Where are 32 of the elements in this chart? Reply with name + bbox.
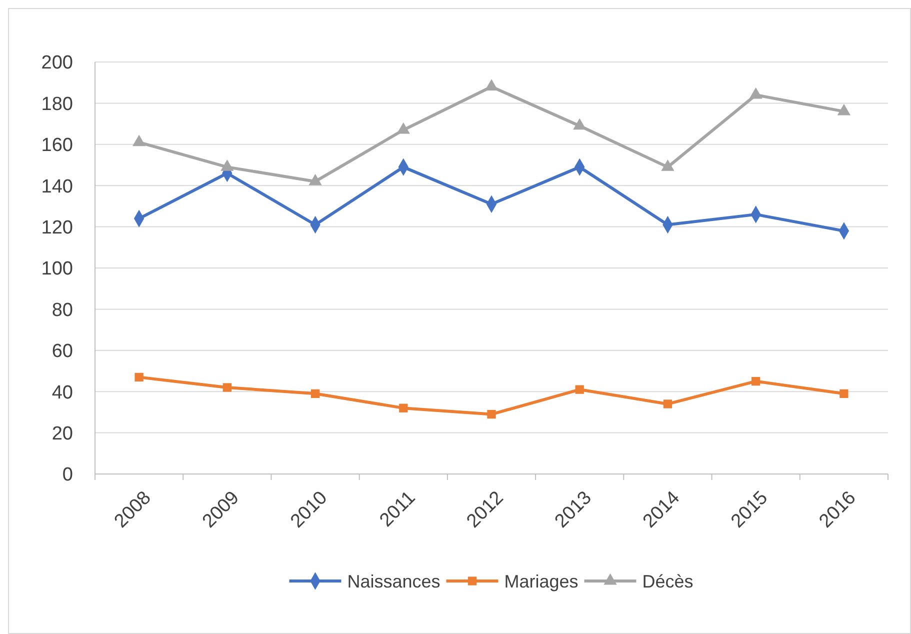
point	[222, 383, 232, 392]
legend-label: Mariages	[504, 571, 578, 592]
point	[749, 87, 762, 99]
point	[134, 372, 144, 382]
point	[220, 159, 234, 171]
point	[310, 389, 320, 398]
point	[752, 376, 760, 386]
y-tick-label: 140	[41, 176, 73, 198]
y-tick-label: 0	[62, 464, 73, 486]
y-tick-label: 200	[41, 52, 73, 74]
point	[575, 385, 584, 394]
legend-label: Naissances	[347, 571, 440, 592]
point	[484, 79, 498, 91]
point	[308, 174, 322, 186]
y-tick-label: 40	[52, 382, 73, 404]
y-tick-label: 160	[41, 135, 73, 156]
y-tick-label: 80	[52, 300, 73, 321]
point	[132, 134, 146, 146]
point	[487, 410, 496, 419]
point	[840, 389, 848, 398]
point	[573, 118, 586, 130]
point	[399, 404, 408, 412]
y-tick-label: 180	[41, 94, 73, 115]
legend-label: Décès	[642, 571, 694, 592]
point	[663, 400, 672, 408]
point	[661, 159, 674, 171]
y-tick-label: 120	[41, 217, 73, 238]
point	[396, 122, 410, 134]
y-tick-label: 60	[52, 341, 73, 362]
y-tick-label: 20	[52, 423, 73, 444]
y-tick-label: 100	[41, 258, 73, 280]
point	[837, 104, 851, 116]
